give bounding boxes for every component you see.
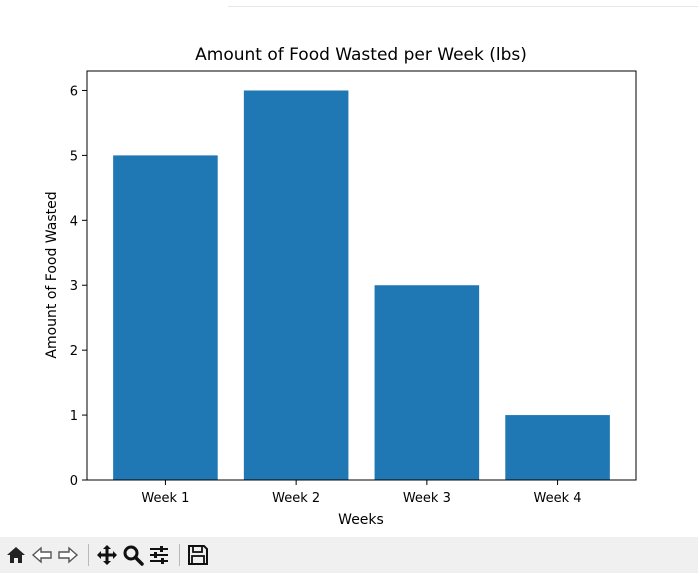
x-tick-label: Week 2 — [272, 491, 320, 506]
forward-button[interactable] — [56, 543, 80, 567]
y-tick-label: 5 — [70, 149, 78, 164]
bar-chart: Amount of Food Wasted per Week (lbs) 0 1 2… — [44, 45, 637, 528]
window-edge-line — [228, 6, 698, 7]
bar-week-1 — [113, 155, 218, 480]
toolbar-separator — [88, 544, 89, 566]
x-axis-label: Weeks — [338, 512, 384, 528]
bar-week-2 — [243, 90, 349, 480]
pan-button[interactable] — [95, 543, 119, 567]
y-tick-label: 6 — [70, 84, 78, 99]
bars-group — [113, 90, 610, 480]
y-tick-label: 0 — [70, 474, 78, 489]
configure-button[interactable] — [147, 543, 171, 567]
zoom-icon — [123, 545, 144, 566]
y-tick-label: 2 — [70, 344, 78, 359]
y-tick-label: 1 — [70, 409, 78, 424]
x-tick-label: Week 4 — [534, 491, 582, 506]
bar-week-3 — [374, 285, 480, 480]
x-axis: Week 1 Week 2 Week 3 Week 4 — [141, 480, 582, 506]
home-icon — [7, 547, 25, 563]
x-tick-label: Week 3 — [403, 491, 451, 506]
save-icon — [188, 545, 208, 565]
toolbar-separator — [179, 544, 180, 566]
configure-icon — [150, 546, 168, 564]
plot-frame — [86, 70, 637, 481]
forward-icon — [58, 546, 79, 564]
bar-week-4 — [505, 415, 610, 480]
plot-toolbar — [0, 537, 698, 573]
home-button[interactable] — [4, 543, 28, 567]
y-tick-label: 3 — [70, 279, 78, 294]
save-button[interactable] — [186, 543, 210, 567]
zoom-button[interactable] — [121, 543, 145, 567]
y-tick-label: 4 — [70, 214, 78, 229]
pan-icon — [97, 545, 117, 565]
chart-title: Amount of Food Wasted per Week (lbs) — [195, 45, 527, 65]
y-axis-label: Amount of Food Wasted — [44, 191, 60, 358]
back-button[interactable] — [30, 543, 54, 567]
back-icon — [31, 546, 52, 564]
x-tick-label: Week 1 — [141, 491, 189, 506]
y-axis: 0 1 2 3 4 5 6 — [70, 84, 87, 489]
